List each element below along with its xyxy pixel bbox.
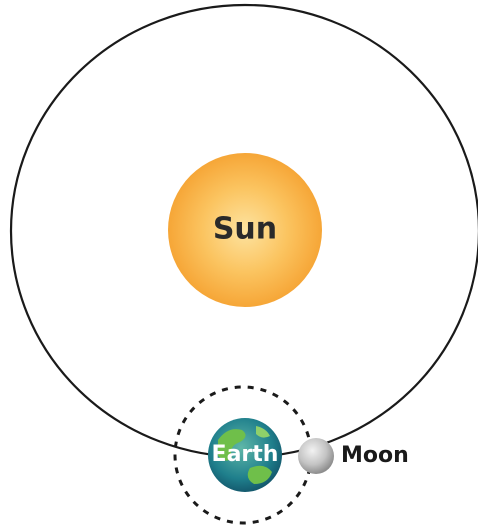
- earth-label: Earth: [212, 442, 279, 467]
- earth: Earth: [208, 418, 282, 492]
- moon-label: Moon: [341, 443, 409, 468]
- diagram: Sun Earth Moon: [0, 0, 478, 526]
- moon: [298, 438, 334, 474]
- sun-label: Sun: [213, 212, 277, 247]
